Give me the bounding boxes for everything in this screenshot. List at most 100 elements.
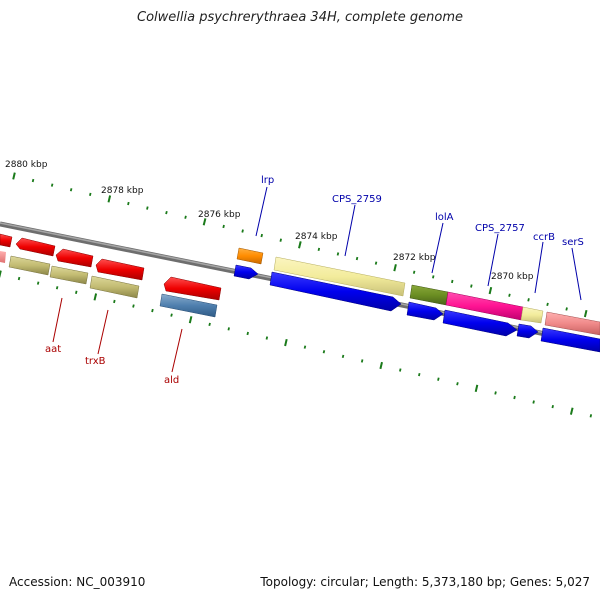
minor-tick — [322, 350, 326, 354]
minor-tick — [470, 284, 473, 288]
gene-label-ccrb[interactable]: ccrB — [533, 232, 555, 243]
gene-arrow — [269, 271, 402, 312]
gene-arrow — [15, 237, 56, 257]
tick-label-2872: 2872 kbp — [393, 253, 436, 263]
minor-tick — [336, 252, 340, 256]
minor-tick — [551, 404, 554, 409]
accession-text: Accession: NC_003910 — [9, 575, 146, 589]
gene-label-ald[interactable]: ald — [164, 375, 179, 386]
minor-tick — [341, 354, 345, 359]
minor-tick — [36, 281, 40, 285]
major-tick — [12, 172, 16, 180]
gene-block — [49, 265, 89, 285]
minor-tick — [374, 261, 378, 265]
gene-block — [544, 311, 600, 336]
gene-block — [89, 275, 140, 299]
minor-tick — [303, 345, 307, 349]
major-tick — [488, 286, 493, 295]
gene-arrow — [516, 323, 539, 339]
gene-label-lrp[interactable]: lrp — [261, 175, 274, 186]
minor-tick — [113, 299, 116, 304]
forward-strand-genes — [236, 247, 600, 336]
minor-tick — [317, 247, 321, 252]
minor-tick — [227, 327, 230, 331]
tick-label-2880: 2880 kbp — [5, 160, 48, 170]
minor-tick — [546, 302, 549, 307]
gene-block — [159, 293, 218, 318]
major-tick — [583, 309, 588, 318]
minor-tick — [165, 210, 168, 215]
gene-arrow — [0, 233, 13, 248]
minor-tick — [412, 270, 416, 274]
minor-tick — [241, 229, 244, 233]
gene-arrow — [233, 264, 259, 280]
gene-arrow — [55, 248, 94, 268]
gene-arrow — [442, 309, 518, 337]
minor-tick — [170, 313, 173, 317]
tick-label-2874: 2874 kbp — [295, 232, 338, 242]
tick-label-2876: 2876 kbp — [198, 210, 241, 220]
gene-label-sers[interactable]: serS — [562, 237, 584, 248]
inner-tick-marks — [0, 270, 593, 418]
minor-tick — [432, 275, 435, 279]
minor-tick — [508, 293, 511, 297]
label-leaders — [52, 186, 582, 373]
gene-labels-forward: lrp CPS_2759 lolA CPS_2757 ccrB serS — [261, 175, 584, 248]
minor-tick — [132, 304, 135, 308]
minor-tick — [260, 233, 263, 238]
outer-tick-marks — [12, 172, 588, 318]
minor-tick — [246, 331, 249, 336]
gene-labels-reverse: aat trxB ald — [45, 344, 179, 386]
major-tick — [93, 293, 98, 301]
minor-tick — [208, 322, 211, 327]
genome-summary-text: Topology: circular; Length: 5,373,180 bp… — [260, 575, 590, 589]
major-tick — [379, 361, 383, 370]
major-tick — [474, 384, 479, 393]
major-tick — [284, 338, 288, 347]
gene-arrow — [163, 276, 222, 301]
gene-arrow — [95, 258, 145, 281]
gene-label-lola[interactable]: lolA — [435, 212, 454, 223]
gene-label-cps-2757[interactable]: CPS_2757 — [475, 223, 525, 234]
minor-tick — [437, 377, 440, 381]
gene-block — [8, 255, 51, 276]
minor-tick — [494, 391, 497, 395]
minor-tick — [17, 276, 21, 281]
minor-tick — [184, 215, 187, 219]
major-tick — [0, 270, 2, 278]
minor-tick — [355, 256, 359, 261]
minor-tick — [151, 308, 154, 313]
gene-label-cps-2759[interactable]: CPS_2759 — [332, 194, 382, 205]
minor-tick — [565, 307, 568, 311]
minor-tick — [69, 188, 73, 192]
gene-block — [409, 284, 449, 306]
minor-tick — [279, 238, 282, 242]
major-tick — [393, 264, 397, 272]
minor-tick — [589, 414, 593, 418]
minor-tick — [75, 290, 78, 295]
minor-tick — [31, 178, 35, 183]
major-tick — [298, 241, 302, 249]
minor-tick — [50, 183, 54, 187]
gene-arrow — [406, 301, 444, 321]
major-tick — [107, 195, 112, 203]
minor-tick — [55, 286, 59, 290]
minor-tick — [513, 395, 516, 400]
gene-label-trxb[interactable]: trxB — [85, 356, 106, 367]
major-tick — [569, 407, 574, 415]
minor-tick — [265, 336, 269, 340]
gene-block — [236, 247, 264, 265]
minor-tick — [360, 359, 364, 363]
tick-label-2878: 2878 kbp — [101, 186, 144, 196]
minor-tick — [399, 368, 402, 372]
minor-tick — [532, 400, 535, 404]
gene-label-aat[interactable]: aat — [45, 344, 61, 355]
minor-tick — [418, 372, 421, 377]
minor-tick — [451, 279, 454, 284]
tick-label-2870: 2870 kbp — [491, 272, 534, 282]
reverse-strand-genes — [0, 233, 222, 301]
minor-tick — [222, 224, 225, 229]
coordinate-labels: 2880 kbp 2878 kbp 2876 kbp 2874 kbp 2872… — [5, 160, 534, 282]
minor-tick — [527, 298, 530, 302]
minor-tick — [127, 201, 130, 206]
